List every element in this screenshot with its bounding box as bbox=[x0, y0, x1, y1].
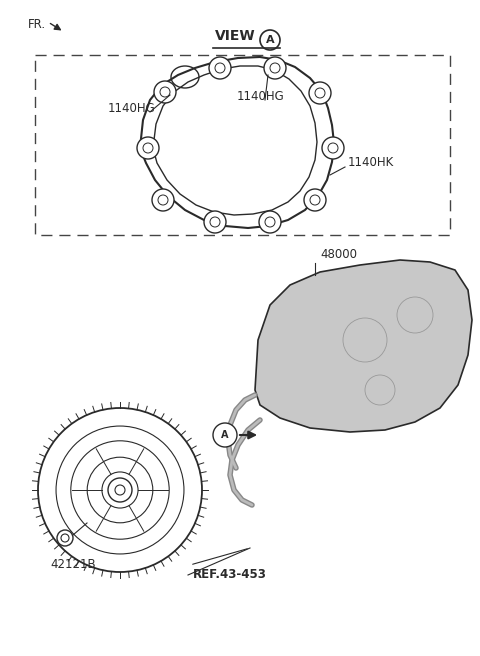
Circle shape bbox=[264, 57, 286, 79]
Text: FR.: FR. bbox=[28, 18, 46, 30]
Text: 48000: 48000 bbox=[320, 249, 357, 262]
Text: 1140HG: 1140HG bbox=[108, 102, 156, 115]
Circle shape bbox=[259, 211, 281, 233]
Circle shape bbox=[137, 137, 159, 159]
Circle shape bbox=[108, 478, 132, 502]
Circle shape bbox=[213, 423, 237, 447]
Text: REF.43-453: REF.43-453 bbox=[193, 569, 267, 581]
Circle shape bbox=[209, 57, 231, 79]
Text: 1140HK: 1140HK bbox=[348, 157, 394, 169]
Circle shape bbox=[115, 485, 125, 495]
Text: VIEW: VIEW bbox=[215, 29, 256, 43]
Text: A: A bbox=[221, 430, 229, 440]
Circle shape bbox=[152, 189, 174, 211]
Circle shape bbox=[304, 189, 326, 211]
Polygon shape bbox=[255, 260, 472, 432]
Circle shape bbox=[204, 211, 226, 233]
Text: 42121B: 42121B bbox=[50, 558, 96, 571]
Text: A: A bbox=[266, 35, 274, 45]
Circle shape bbox=[57, 530, 73, 546]
Circle shape bbox=[154, 81, 176, 103]
Text: 1140HG: 1140HG bbox=[237, 89, 285, 102]
Circle shape bbox=[309, 82, 331, 104]
Polygon shape bbox=[153, 66, 317, 215]
Circle shape bbox=[322, 137, 344, 159]
